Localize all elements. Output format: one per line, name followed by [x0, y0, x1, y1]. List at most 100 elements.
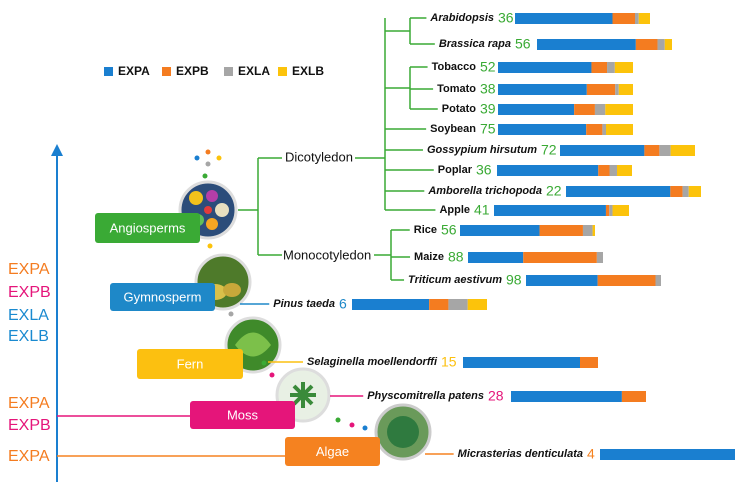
legend-label: EXPB — [176, 64, 209, 78]
family-segment — [539, 225, 583, 236]
lineage-label: Moss — [227, 407, 259, 422]
legend-swatch — [278, 67, 287, 76]
gene-count: 36 — [498, 10, 514, 26]
axis-label: EXPB — [8, 417, 51, 434]
lineage-box — [190, 401, 295, 429]
family-segment — [463, 357, 580, 368]
family-segment — [591, 62, 608, 73]
gene-count: 88 — [448, 249, 464, 265]
gene-count: 72 — [541, 142, 557, 158]
lineage-label: Gymnosperm — [123, 289, 201, 304]
family-segment — [537, 39, 636, 50]
legend-label: EXPA — [118, 64, 150, 78]
family-segment — [586, 84, 616, 95]
gene-count: 15 — [441, 354, 457, 370]
family-segment — [580, 357, 598, 368]
family-segment — [586, 124, 603, 135]
lineage-box — [110, 283, 215, 311]
family-segment — [566, 186, 671, 197]
family-segment — [526, 275, 598, 286]
species-name: Micrasterias denticulata — [458, 448, 583, 460]
species-name: Brassica rapa — [439, 38, 511, 50]
lineage-label: Algae — [316, 444, 349, 459]
species-name: Gossypium hirsutum — [427, 144, 537, 156]
species-name: Rice — [414, 224, 437, 236]
legend-swatch — [104, 67, 113, 76]
family-segment — [582, 225, 593, 236]
species-name: Poplar — [438, 164, 473, 176]
gene-count: 36 — [476, 162, 492, 178]
family-segment — [596, 252, 603, 263]
species-name: Selaginella moellendorffi — [307, 356, 438, 368]
family-segment — [638, 13, 650, 24]
gene-count: 41 — [474, 202, 490, 218]
family-segment — [515, 13, 613, 24]
family-segment — [609, 205, 613, 216]
gene-count: 38 — [480, 81, 496, 97]
family-segment — [605, 205, 610, 216]
family-segment — [606, 124, 633, 135]
family-segment — [617, 165, 632, 176]
axis-label: EXPA — [8, 261, 50, 278]
family-segment — [635, 13, 639, 24]
family-segment — [468, 252, 524, 263]
lineage-label: Fern — [177, 356, 204, 371]
family-segment — [498, 104, 575, 115]
gene-count: 6 — [339, 296, 347, 312]
lineage-box — [137, 349, 243, 379]
family-segment — [511, 391, 622, 402]
family-segment — [607, 62, 615, 73]
family-segment — [602, 124, 606, 135]
family-segment — [597, 275, 656, 286]
family-segment — [635, 39, 658, 50]
family-segment — [594, 104, 606, 115]
family-segment — [659, 145, 671, 156]
species-name: Soybean — [430, 123, 476, 135]
family-segment — [352, 299, 430, 310]
family-segment — [498, 124, 587, 135]
clade-label: Dicotyledon — [285, 149, 353, 164]
family-segment — [574, 104, 595, 115]
species-name: Physcomitrella patens — [367, 390, 484, 402]
axis-label: EXPB — [8, 284, 51, 301]
axis-label: EXLA — [8, 307, 49, 324]
species-name: Tobacco — [432, 61, 477, 73]
legend-swatch — [224, 67, 233, 76]
species-name: Tomato — [437, 83, 476, 95]
family-segment — [612, 205, 629, 216]
family-segment — [494, 205, 606, 216]
family-segment — [688, 186, 701, 197]
family-segment — [644, 145, 660, 156]
family-segment — [655, 275, 661, 286]
family-segment — [682, 186, 689, 197]
axis-label: EXPA — [8, 395, 50, 412]
gene-count: 98 — [506, 272, 522, 288]
lineage-box — [95, 213, 200, 243]
gene-count: 52 — [480, 59, 496, 75]
species-name: Triticum aestivum — [408, 274, 502, 286]
species-name: Apple — [439, 204, 470, 216]
family-segment — [498, 84, 587, 95]
lineage-label: Angiosperms — [110, 220, 186, 235]
family-segment — [612, 13, 635, 24]
family-segment — [497, 165, 599, 176]
species-name: Arabidopsis — [429, 12, 494, 24]
gene-count: 56 — [441, 222, 457, 238]
species-name: Amborella trichopoda — [427, 185, 542, 197]
family-segment — [523, 252, 597, 263]
family-segment — [592, 225, 595, 236]
gene-count: 22 — [546, 183, 562, 199]
family-segment — [598, 165, 610, 176]
family-segment — [429, 299, 449, 310]
species-name: Maize — [414, 251, 444, 263]
species-name: Potato — [442, 103, 477, 115]
family-segment — [605, 104, 633, 115]
gene-count: 39 — [480, 101, 496, 117]
legend-label: EXLA — [238, 64, 270, 78]
family-segment — [498, 62, 592, 73]
family-segment — [615, 84, 619, 95]
family-segment — [670, 186, 683, 197]
family-segment — [657, 39, 665, 50]
family-segment — [460, 225, 540, 236]
